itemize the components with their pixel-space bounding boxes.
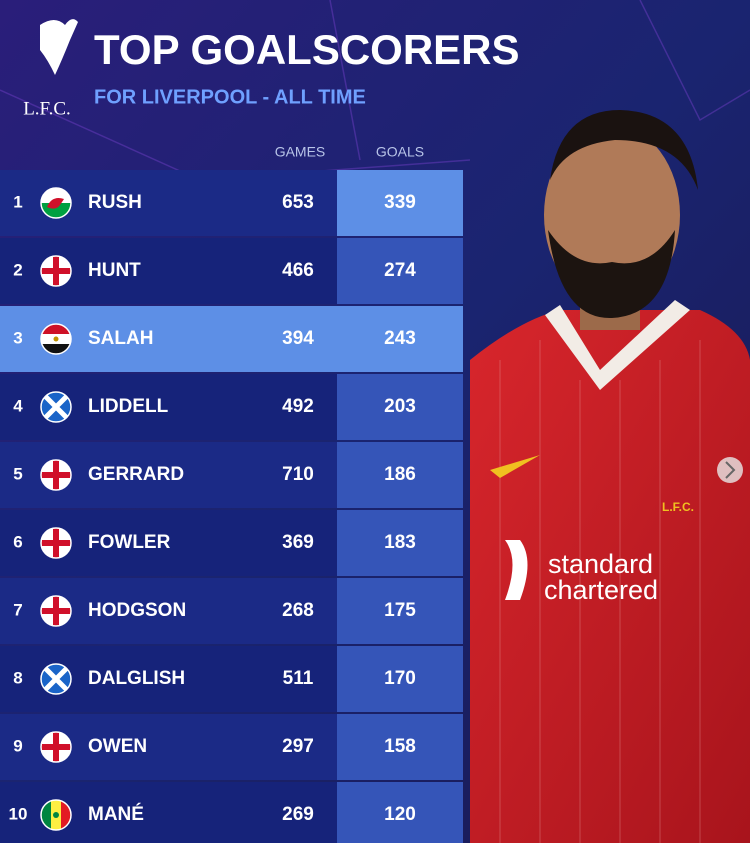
player-name: HODGSON [88, 600, 186, 621]
flag [41, 732, 71, 762]
flag [41, 392, 71, 422]
goals-cell [337, 510, 463, 576]
logo-text: L.F.C. [23, 98, 71, 119]
rank: 7 [13, 600, 22, 619]
goals: 339 [384, 192, 416, 213]
games: 511 [283, 668, 314, 689]
flag-part [47, 198, 64, 209]
player-name: RUSH [88, 192, 142, 213]
flag-ring [40, 255, 72, 287]
flag [41, 324, 71, 354]
table: 1 RUSH 653 339 2 HUNT 466 274 3 SALAH 394 243 4 LIDDE… [0, 170, 463, 843]
flag-ring [40, 459, 72, 491]
player-name: SALAH [88, 328, 153, 349]
flag-ring [40, 731, 72, 763]
player-name: DALGLISH [88, 668, 185, 689]
goals: 186 [384, 464, 416, 485]
player-name: OWEN [88, 736, 147, 757]
flag-part [41, 800, 51, 830]
player-name: MANÉ [88, 803, 144, 825]
flag-part [53, 256, 59, 286]
goals: 274 [384, 260, 416, 281]
games: 394 [282, 328, 314, 349]
goals: 175 [384, 600, 416, 621]
rank: 8 [13, 668, 22, 687]
flag [41, 800, 71, 830]
goals: 183 [384, 532, 416, 553]
flag-part [53, 812, 59, 818]
flag-part [53, 732, 59, 762]
flag-ring [40, 187, 72, 219]
games: 297 [282, 736, 314, 757]
flag-part [53, 460, 59, 490]
flag [41, 256, 71, 286]
games: 492 [282, 396, 314, 417]
rank: 1 [13, 192, 22, 211]
goals-cell [337, 714, 463, 780]
player-name: FOWLER [88, 532, 171, 553]
flag-ring [40, 323, 72, 355]
player-photo: L.F.C. standard chartered [470, 110, 750, 843]
flag-part [41, 392, 71, 422]
logo-bird [40, 19, 78, 76]
flag-part [61, 800, 71, 830]
header: L.F.C. TOP GOALSCORERS FOR LIVERPOOL - A… [23, 19, 520, 119]
games: 369 [282, 532, 314, 553]
flag-part [53, 596, 59, 626]
player-name: GERRARD [88, 464, 184, 485]
flag-ring [40, 663, 72, 695]
column-header: GAMES [275, 144, 326, 160]
rank: 2 [13, 260, 22, 279]
player-name: HUNT [88, 260, 141, 281]
goals: 120 [384, 804, 416, 825]
flag [41, 528, 71, 558]
goals-cell [337, 306, 463, 372]
flag-part [41, 344, 71, 354]
goals-cell [337, 238, 463, 304]
flag [41, 596, 71, 626]
games: 466 [282, 260, 314, 281]
flag-part [53, 336, 59, 342]
column-header: GOALS [376, 144, 424, 160]
flag [41, 664, 71, 694]
games: 653 [282, 192, 314, 213]
goals: 170 [384, 668, 416, 689]
subtitle: FOR LIVERPOOL - ALL TIME [94, 86, 366, 108]
rank: 10 [9, 804, 28, 823]
rank: 9 [13, 736, 22, 755]
games: 269 [282, 804, 314, 825]
goals-cell [337, 578, 463, 644]
sponsor-line: standard [548, 549, 653, 579]
flag-ring [40, 799, 72, 831]
games: 268 [282, 600, 314, 621]
goals-cell [337, 782, 463, 843]
flag [41, 460, 71, 490]
title: TOP GOALSCORERS [94, 26, 520, 73]
flag-ring [40, 527, 72, 559]
shirt-crest: L.F.C. [662, 500, 694, 514]
flag-ring [40, 391, 72, 423]
rank: 4 [13, 396, 23, 415]
flag-part [41, 324, 71, 334]
rank: 5 [13, 464, 22, 483]
flag-ring [40, 595, 72, 627]
rank: 3 [13, 328, 22, 347]
player-name: LIDDELL [88, 396, 169, 417]
goals-cell [337, 374, 463, 440]
sponsor-line: chartered [544, 575, 658, 605]
rank: 6 [13, 532, 22, 551]
goals: 158 [384, 736, 416, 757]
goals-cell [337, 442, 463, 508]
goals: 203 [384, 396, 416, 417]
goals: 243 [384, 328, 416, 349]
flag [41, 188, 71, 218]
goals-cell [337, 170, 463, 236]
games: 710 [282, 464, 314, 485]
goals-cell [337, 646, 463, 712]
flag-part [53, 528, 59, 558]
flag-part [41, 664, 71, 694]
